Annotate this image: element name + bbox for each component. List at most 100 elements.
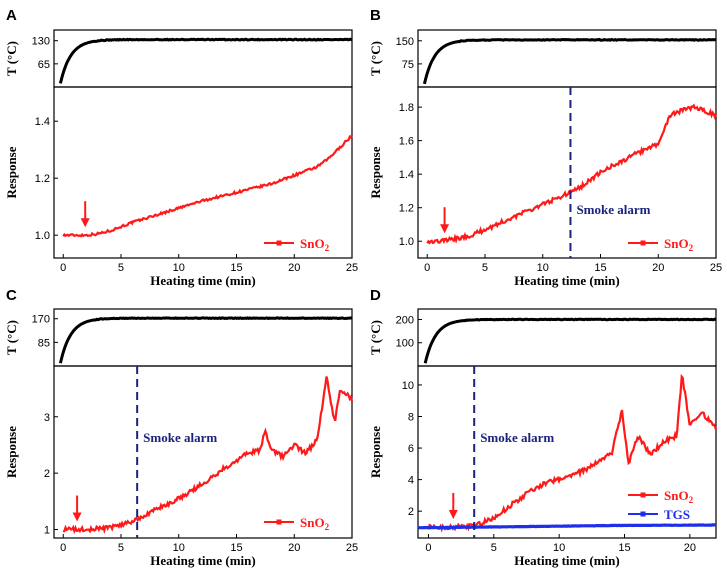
x-axis-label: Heating time (min) <box>514 553 619 568</box>
panel-a: A 65 130 T (°C) 1.0 1.2 1.4 Response 0 5 10 15 20 25 H… <box>4 7 358 288</box>
temperature-ytick-label: 130 <box>32 36 50 48</box>
response-axes-frame <box>417 86 717 259</box>
xtick-label: 15 <box>594 262 606 274</box>
response-ytick-label: 1.0 <box>35 230 50 242</box>
response-ytick-label: 1.4 <box>399 169 414 181</box>
legend-label: SnO2 <box>664 236 694 253</box>
temperature-axes-frame <box>417 308 717 367</box>
temperature-ytick-label: 100 <box>396 338 414 350</box>
xtick-label: 5 <box>118 542 124 554</box>
series-line-sno2 <box>426 103 718 245</box>
xtick-label: 25 <box>346 262 358 274</box>
temperature-axis-label: T (°C) <box>368 320 383 355</box>
temperature-line <box>423 317 717 364</box>
response-ytick-label: 1.6 <box>399 136 414 148</box>
response-ytick-label: 1.2 <box>35 173 50 185</box>
series-line-sno2 <box>62 134 354 238</box>
response-ytick-label: 2 <box>408 506 414 518</box>
response-ytick-label: 10 <box>402 380 414 392</box>
response-axis-label: Response <box>4 146 19 198</box>
xtick-label: 15 <box>618 542 630 554</box>
xtick-label: 5 <box>118 262 124 274</box>
temperature-line <box>422 37 717 85</box>
x-axis-label: Heating time (min) <box>150 273 255 288</box>
response-ytick-label: 1.4 <box>35 116 50 128</box>
response-ytick-label: 1.8 <box>399 102 414 114</box>
legend-marker <box>276 240 282 246</box>
legend-marker <box>640 240 646 246</box>
legend-label: TGS <box>664 507 690 522</box>
xtick-label: 20 <box>288 262 300 274</box>
legend-marker <box>640 492 646 498</box>
smoke-alarm-label: Smoke alarm <box>576 202 650 217</box>
xtick-label: 5 <box>491 542 497 554</box>
response-axes-frame <box>417 365 717 539</box>
response-axis-label: Response <box>368 146 383 198</box>
panel-label: B <box>370 7 381 24</box>
xtick-label: 20 <box>288 542 300 554</box>
response-ytick-label: 1 <box>44 525 50 537</box>
temperature-line <box>58 316 353 364</box>
x-axis-label: Heating time (min) <box>514 273 619 288</box>
response-axes-frame <box>53 86 353 259</box>
panel-label: A <box>6 7 17 24</box>
xtick-label: 10 <box>173 542 185 554</box>
xtick-label: 10 <box>537 262 549 274</box>
response-ytick-label: 2 <box>44 468 50 480</box>
temperature-ytick-label: 200 <box>396 314 414 326</box>
legend-subscript: 2 <box>325 243 330 253</box>
series-line-sno2 <box>62 376 354 535</box>
legend-label: SnO2 <box>300 515 330 532</box>
xtick-label: 0 <box>60 262 66 274</box>
xtick-label: 15 <box>230 542 242 554</box>
temperature-ytick-label: 170 <box>32 314 50 326</box>
xtick-label: 20 <box>652 262 664 274</box>
legend-marker <box>276 519 282 525</box>
xtick-label: 25 <box>710 262 722 274</box>
xtick-label: 0 <box>425 542 431 554</box>
response-axis-label: Response <box>368 426 383 478</box>
legend-subscript: 2 <box>325 522 330 532</box>
series-line-sno2 <box>427 373 718 533</box>
xtick-label: 25 <box>346 542 358 554</box>
x-axis-label: Heating time (min) <box>150 553 255 568</box>
xtick-label: 5 <box>482 262 488 274</box>
xtick-label: 0 <box>424 262 430 274</box>
temperature-ytick-label: 150 <box>396 36 414 48</box>
panel-d: D 100 200 T (°C) 2 4 6 8 10 Response 0 5 10 15 20 Heati… <box>368 287 718 568</box>
response-ytick-label: 1.2 <box>399 203 414 215</box>
legend-subscript: 2 <box>689 243 694 253</box>
xtick-label: 15 <box>230 262 242 274</box>
response-ytick-label: 4 <box>408 475 414 487</box>
response-ytick-label: 1.0 <box>399 236 414 248</box>
temperature-ytick-label: 85 <box>38 337 50 349</box>
temperature-ytick-label: 75 <box>402 59 414 71</box>
xtick-label: 0 <box>60 542 66 554</box>
response-ytick-label: 3 <box>44 412 50 424</box>
smoke-alarm-label: Smoke alarm <box>480 430 554 445</box>
event-arrow-head <box>448 509 458 519</box>
smoke-alarm-label: Smoke alarm <box>143 430 217 445</box>
legend-label: SnO2 <box>664 488 694 505</box>
temperature-axis-label: T (°C) <box>4 41 19 76</box>
series-line-tgs <box>417 523 716 530</box>
event-arrow-head <box>440 224 450 234</box>
response-ytick-label: 8 <box>408 411 414 423</box>
xtick-label: 10 <box>553 542 565 554</box>
xtick-label: 20 <box>684 542 696 554</box>
panel-label: C <box>6 287 17 304</box>
response-ytick-label: 6 <box>408 443 414 455</box>
event-arrow-head <box>72 512 82 522</box>
temperature-line <box>58 37 353 84</box>
temperature-axis-label: T (°C) <box>368 41 383 76</box>
xtick-label: 10 <box>173 262 185 274</box>
event-arrow-head <box>80 218 90 228</box>
legend-subscript: 2 <box>689 495 694 505</box>
legend-marker <box>640 511 646 517</box>
panel-label: D <box>370 287 381 304</box>
response-axes-frame <box>53 365 353 539</box>
legend-label: SnO2 <box>300 236 330 253</box>
panel-b: B 75 150 T (°C) 1.0 1.2 1.4 1.6 1.8 Response 0 5 10 1… <box>368 7 722 288</box>
temperature-axis-label: T (°C) <box>4 320 19 355</box>
